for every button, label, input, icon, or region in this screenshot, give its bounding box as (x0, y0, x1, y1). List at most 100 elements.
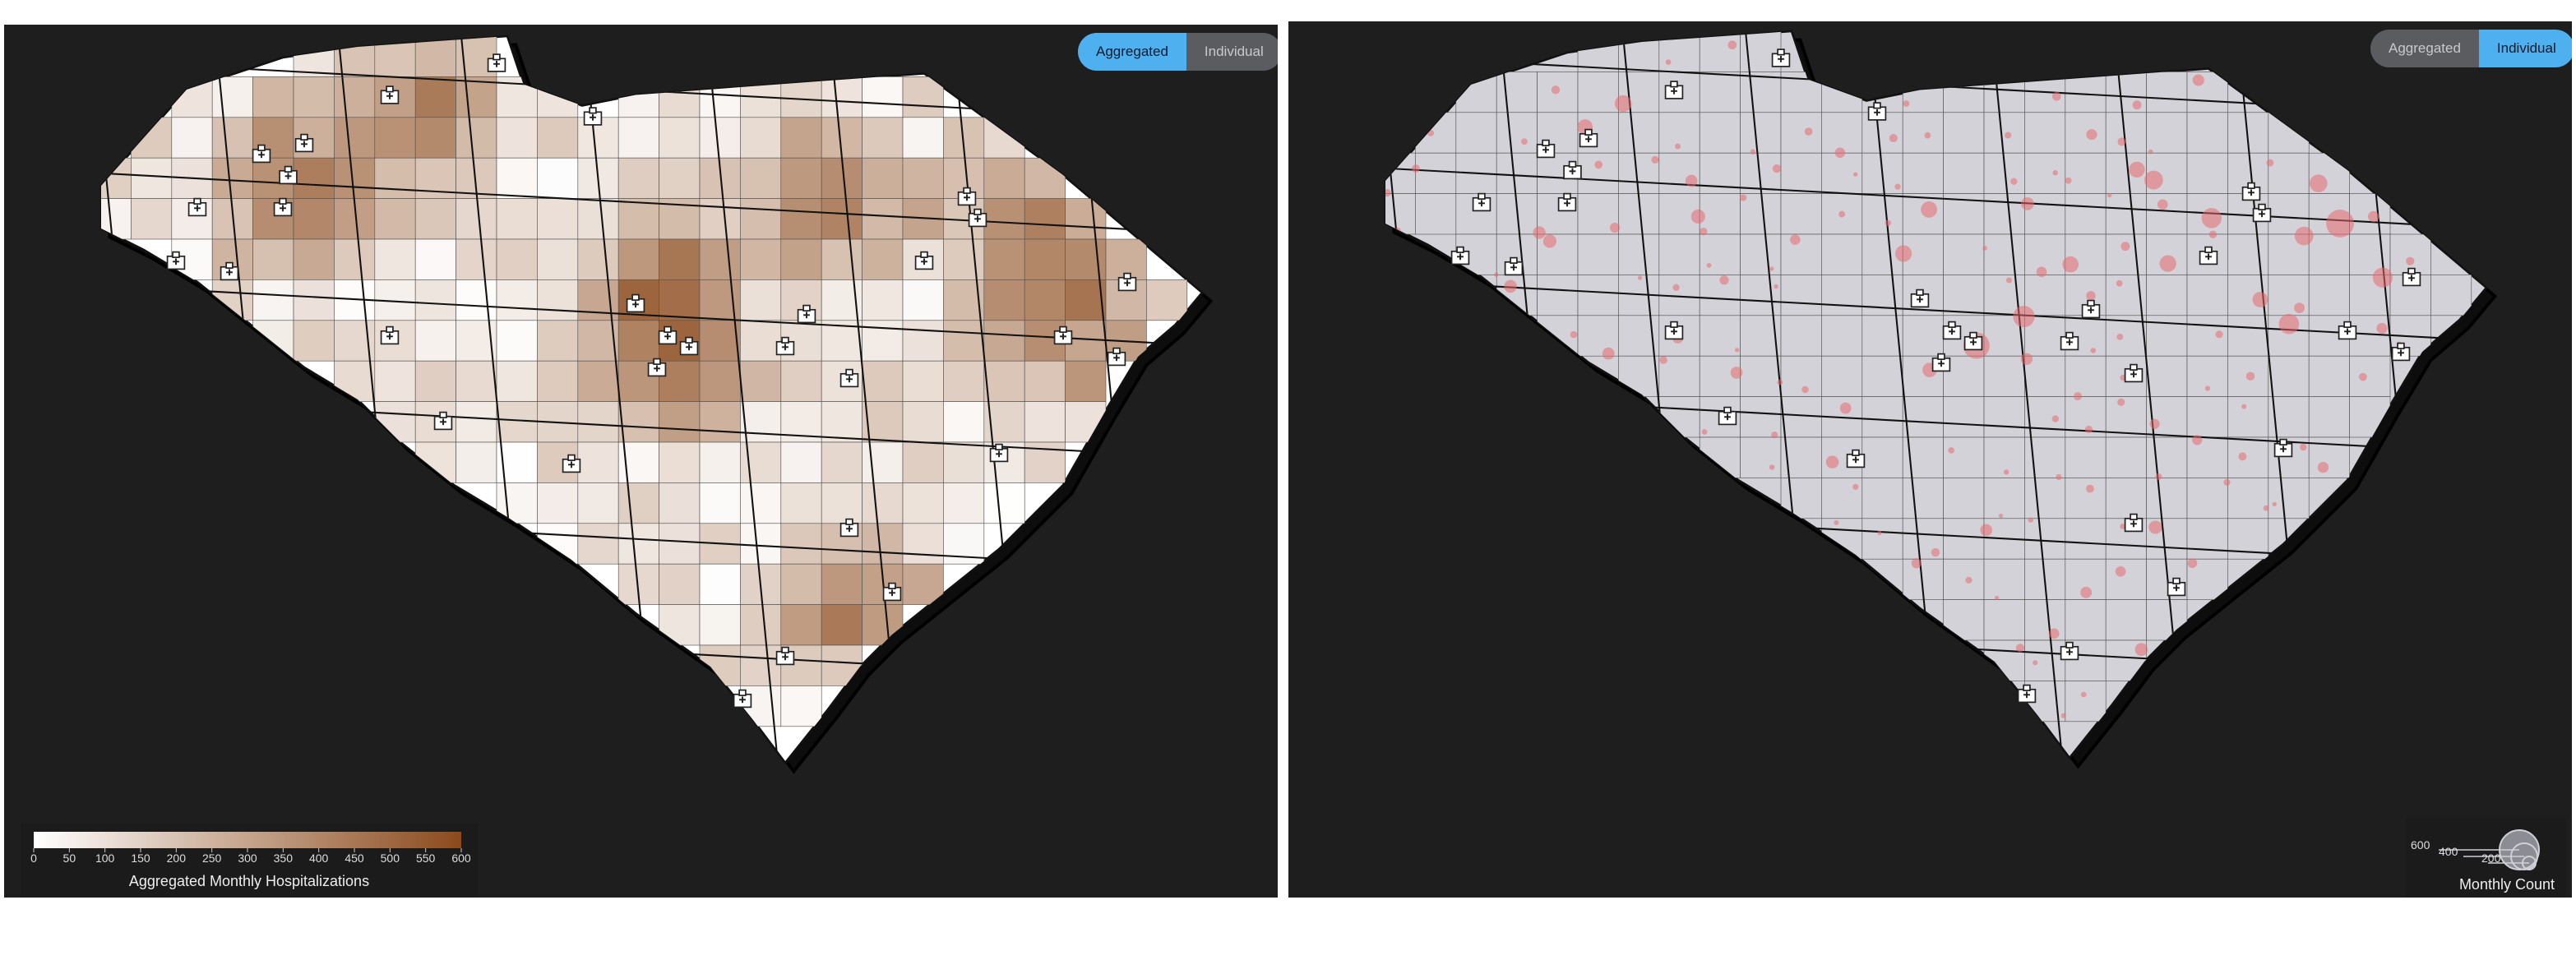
zip-region[interactable] (374, 157, 416, 199)
hospital-icon[interactable] (989, 443, 1009, 463)
zip-region[interactable] (821, 604, 863, 646)
zip-region[interactable] (780, 360, 822, 402)
zip-region[interactable] (862, 198, 904, 240)
hospital-icon[interactable] (273, 197, 293, 217)
hospital-icon[interactable] (2081, 299, 2101, 319)
zip-region[interactable] (293, 157, 335, 199)
zip-region[interactable] (1983, 436, 2025, 478)
zip-region[interactable] (1983, 599, 2025, 641)
hospitalization-bubble[interactable] (2117, 137, 2126, 146)
zip-region[interactable] (577, 279, 619, 321)
zip-region[interactable] (1699, 30, 1741, 72)
zip-region[interactable] (862, 482, 904, 524)
hospitalization-bubble[interactable] (1690, 209, 1705, 224)
zip-region[interactable] (537, 198, 579, 240)
zip-region[interactable] (780, 238, 822, 280)
zip-region[interactable] (171, 117, 213, 159)
zip-region[interactable] (2186, 152, 2228, 194)
hospitalization-bubble[interactable] (2208, 230, 2218, 239)
zip-region[interactable] (414, 76, 456, 118)
zip-region[interactable] (374, 401, 416, 443)
hospitalization-bubble[interactable] (2132, 100, 2142, 110)
zip-region[interactable] (1496, 152, 1538, 194)
zip-region[interactable] (983, 117, 1025, 159)
zip-region[interactable] (496, 360, 538, 402)
zip-region[interactable] (1065, 279, 1107, 321)
zip-region[interactable] (1740, 396, 1782, 438)
hospitalization-bubble[interactable] (1701, 429, 1708, 435)
hospitalization-bubble[interactable] (1877, 530, 1882, 536)
zip-region[interactable] (902, 482, 944, 524)
hospitalization-bubble[interactable] (2116, 333, 2124, 340)
zip-region[interactable] (414, 117, 456, 159)
zip-region[interactable] (1902, 112, 1944, 154)
zip-region[interactable] (862, 117, 904, 159)
hospital-icon[interactable] (1536, 139, 1556, 159)
zip-region[interactable] (659, 523, 701, 565)
zip-region[interactable] (2105, 558, 2147, 600)
zip-region[interactable] (2308, 233, 2350, 275)
hospitalization-bubble[interactable] (2028, 517, 2033, 523)
hospital-icon[interactable] (2391, 342, 2411, 362)
zip-region[interactable] (2024, 112, 2066, 154)
hospital-icon[interactable] (914, 251, 934, 270)
zip-region[interactable] (1983, 72, 2025, 113)
zip-region[interactable] (2065, 478, 2107, 519)
zip-region[interactable] (2146, 355, 2188, 397)
hospitalization-bubble[interactable] (1839, 402, 1852, 414)
zip-region[interactable] (699, 238, 741, 280)
hospitalization-bubble[interactable] (2187, 558, 2198, 569)
zip-region[interactable] (1699, 315, 1741, 357)
hospitalization-bubble[interactable] (1965, 576, 1972, 584)
zip-region[interactable] (1780, 355, 1822, 397)
zip-region[interactable] (496, 157, 538, 199)
zip-region[interactable] (456, 401, 497, 443)
zip-region[interactable] (414, 198, 456, 240)
hospitalization-bubble[interactable] (2294, 226, 2314, 246)
hospitalization-bubble[interactable] (2080, 691, 2087, 698)
zip-region[interactable] (131, 117, 173, 159)
zip-region[interactable] (780, 157, 822, 199)
hospital-icon[interactable] (797, 304, 816, 324)
zip-region[interactable] (1821, 275, 1863, 316)
zip-region[interactable] (740, 401, 782, 443)
hospitalization-bubble[interactable] (2223, 478, 2231, 486)
zip-region[interactable] (577, 238, 619, 280)
zip-region[interactable] (1577, 30, 1619, 72)
zip-region[interactable] (456, 279, 497, 321)
zip-region[interactable] (1780, 112, 1822, 154)
hospitalization-bubble[interactable] (2005, 132, 2012, 139)
zip-region[interactable] (2227, 315, 2269, 357)
zip-region[interactable] (983, 198, 1025, 240)
hospital-icon[interactable] (2017, 684, 2037, 704)
zip-region[interactable] (1902, 478, 1944, 519)
zip-region[interactable] (1943, 558, 1985, 600)
zip-region[interactable] (334, 76, 376, 118)
zip-region[interactable] (699, 117, 741, 159)
zip-region[interactable] (456, 238, 497, 280)
hospital-icon[interactable] (220, 261, 239, 281)
hospitalization-bubble[interactable] (2278, 313, 2300, 335)
zip-region[interactable] (983, 279, 1025, 321)
hospital-icon[interactable] (279, 165, 298, 185)
zip-region[interactable] (780, 198, 822, 240)
hospitalization-bubble[interactable] (2245, 372, 2255, 381)
hospitalization-bubble[interactable] (2134, 643, 2148, 656)
zip-region[interactable] (1658, 396, 1700, 438)
hospitalization-bubble[interactable] (1885, 219, 1892, 226)
hospitalization-bubble[interactable] (2033, 660, 2038, 666)
zip-region[interactable] (2186, 396, 2228, 438)
zip-region[interactable] (1415, 152, 1457, 194)
zip-region[interactable] (1821, 355, 1863, 397)
hospitalization-bubble[interactable] (2266, 159, 2274, 167)
zip-region[interactable] (1740, 193, 1782, 235)
hospital-icon[interactable] (679, 336, 699, 356)
zip-region[interactable] (2024, 396, 2066, 438)
hospital-icon[interactable] (2124, 513, 2144, 533)
hospitalization-bubble[interactable] (1777, 379, 1783, 385)
hospitalization-bubble[interactable] (1771, 432, 1778, 439)
hospitalization-bubble[interactable] (2159, 255, 2176, 272)
zip-region[interactable] (293, 320, 335, 362)
zip-region[interactable] (659, 117, 701, 159)
hospitalization-bubble[interactable] (1772, 164, 1782, 173)
